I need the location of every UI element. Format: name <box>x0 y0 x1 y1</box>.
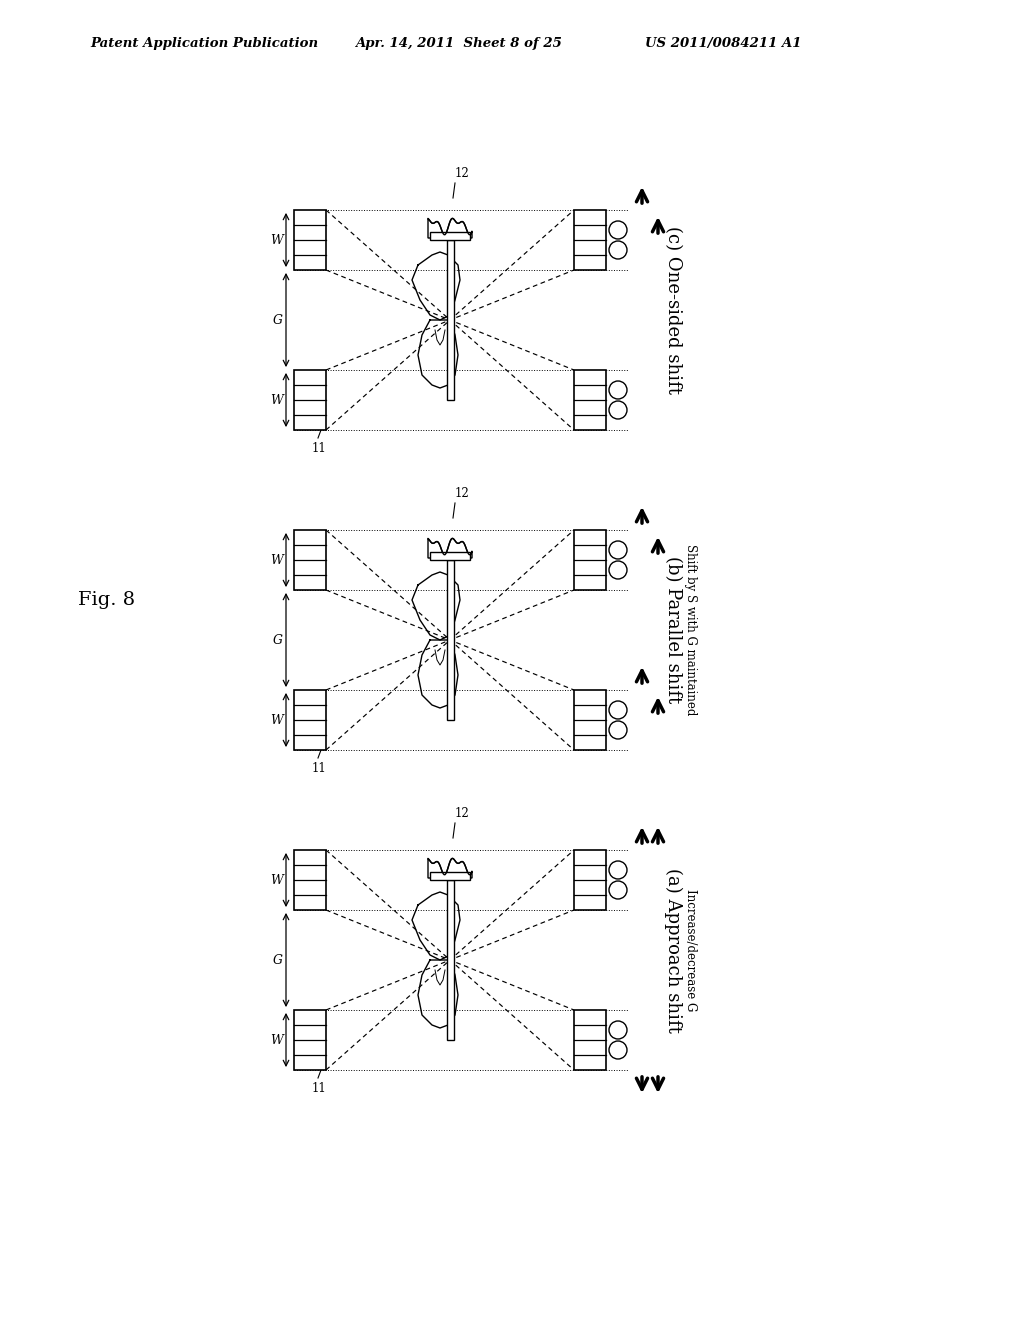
Bar <box>574 850 606 909</box>
Text: W: W <box>270 1034 283 1047</box>
Circle shape <box>609 1020 627 1039</box>
Text: 11: 11 <box>312 442 327 455</box>
Polygon shape <box>428 539 472 558</box>
Circle shape <box>609 242 627 259</box>
Bar <box>446 560 454 719</box>
Bar <box>294 531 326 590</box>
Text: W: W <box>270 234 283 247</box>
Text: Increase/decrease G: Increase/decrease G <box>684 888 697 1011</box>
Text: US 2011/0084211 A1: US 2011/0084211 A1 <box>645 37 802 50</box>
Polygon shape <box>428 858 472 878</box>
Text: (c) One-sided shift: (c) One-sided shift <box>664 226 682 393</box>
Bar <box>430 552 470 560</box>
Text: 11: 11 <box>312 1082 327 1096</box>
Circle shape <box>609 220 627 239</box>
Bar <box>294 1010 326 1071</box>
Text: W: W <box>270 874 283 887</box>
Text: W: W <box>270 714 283 726</box>
Bar <box>574 210 606 271</box>
Bar <box>446 880 454 1040</box>
Text: Patent Application Publication: Patent Application Publication <box>90 37 318 50</box>
Bar <box>574 370 606 430</box>
Text: G: G <box>273 634 283 647</box>
Text: G: G <box>273 314 283 326</box>
Circle shape <box>609 880 627 899</box>
Circle shape <box>609 561 627 579</box>
Circle shape <box>609 721 627 739</box>
Circle shape <box>609 401 627 418</box>
Polygon shape <box>428 218 472 238</box>
Text: G: G <box>273 953 283 966</box>
Text: Shift by S with G maintained: Shift by S with G maintained <box>684 544 697 715</box>
Circle shape <box>609 701 627 719</box>
Text: 12: 12 <box>455 807 470 820</box>
Bar <box>430 232 470 240</box>
Bar <box>574 531 606 590</box>
Bar <box>574 1010 606 1071</box>
Circle shape <box>609 861 627 879</box>
Bar <box>446 240 454 400</box>
Bar <box>294 850 326 909</box>
Circle shape <box>609 1041 627 1059</box>
Text: Apr. 14, 2011  Sheet 8 of 25: Apr. 14, 2011 Sheet 8 of 25 <box>355 37 562 50</box>
Text: 12: 12 <box>455 487 470 500</box>
Text: W: W <box>270 393 283 407</box>
Bar <box>294 370 326 430</box>
Circle shape <box>609 541 627 558</box>
Text: 11: 11 <box>312 762 327 775</box>
Circle shape <box>609 381 627 399</box>
Text: W: W <box>270 553 283 566</box>
Bar <box>294 690 326 750</box>
Bar <box>294 210 326 271</box>
Bar <box>574 690 606 750</box>
Bar <box>430 873 470 880</box>
Text: (b) Parallel shift: (b) Parallel shift <box>664 556 682 704</box>
Text: (a) Approach shift: (a) Approach shift <box>664 867 682 1032</box>
Text: 12: 12 <box>455 168 470 180</box>
Text: Fig. 8: Fig. 8 <box>78 591 135 609</box>
